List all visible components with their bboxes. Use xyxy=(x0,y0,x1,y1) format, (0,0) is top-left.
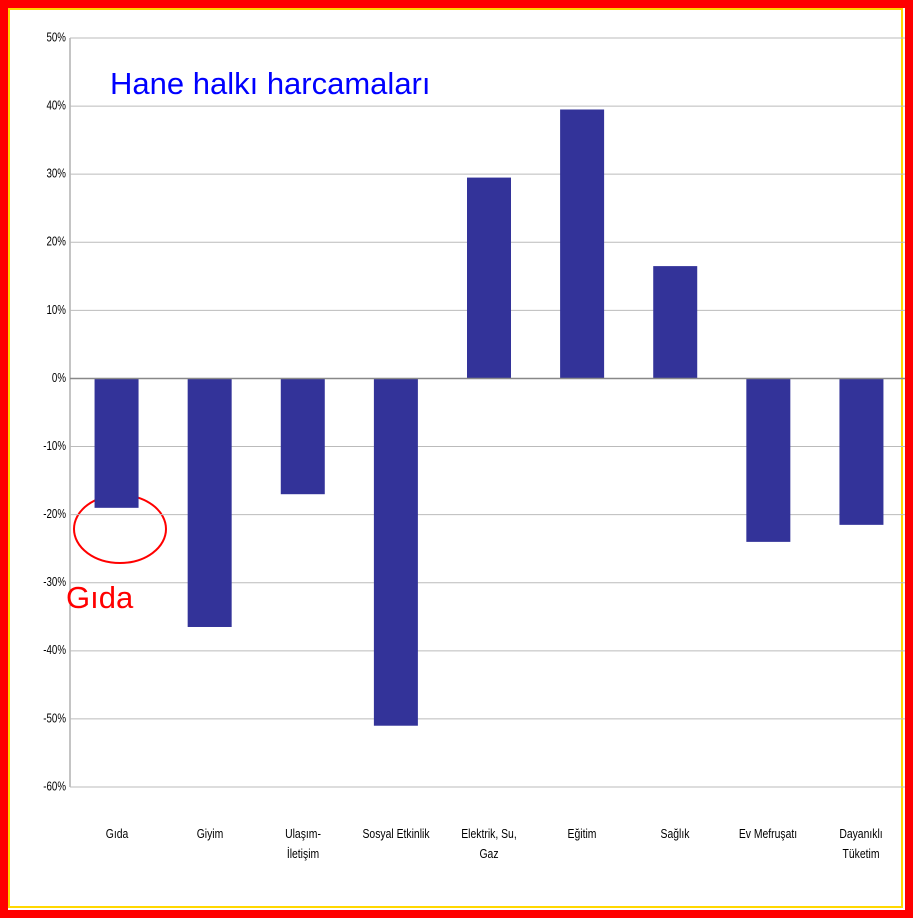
x-tick-label: Sosyal Etkinlik xyxy=(362,826,430,841)
x-tick-label: Elektrik, Su, Gaz xyxy=(461,826,517,861)
bar xyxy=(373,378,418,726)
bar xyxy=(746,378,791,542)
y-tick-label: -40% xyxy=(43,644,66,658)
chart-title: Hane halkı harcamaları xyxy=(110,66,431,101)
x-tick-label: Eğitim xyxy=(567,826,597,841)
y-tick-label: 20% xyxy=(46,236,66,250)
x-tick-label: Gıda xyxy=(105,826,128,841)
x-tick-label: Ev Mefruşatı xyxy=(739,826,798,841)
y-tick-label: -10% xyxy=(43,440,66,454)
bar xyxy=(187,378,232,627)
bar xyxy=(467,177,511,379)
bar xyxy=(280,378,325,495)
y-tick-label: -20% xyxy=(43,508,66,522)
bar xyxy=(839,378,884,525)
y-tick-label: 40% xyxy=(46,99,66,113)
y-tick-label: -30% xyxy=(43,576,66,590)
annotation: Gıda xyxy=(66,580,134,615)
bar xyxy=(560,109,605,379)
x-tick-label: Sağlık xyxy=(660,826,690,841)
chart: -60% -50% -40% -30% -20% -10% 0% 10% 20% 30% 40% 50… xyxy=(43,31,905,794)
x-tick-label: Dayanıklı Tüketim xyxy=(839,826,884,861)
y-tick-label: 30% xyxy=(46,167,66,181)
x-tick-label: Giyim xyxy=(196,826,223,841)
y-tick-label: 0% xyxy=(52,372,66,386)
x-tick-label: Ulaşım- İletişim xyxy=(284,826,321,861)
bar xyxy=(94,378,139,508)
y-tick-label: 10% xyxy=(46,304,66,318)
inner-border xyxy=(8,8,903,908)
bar xyxy=(653,266,698,379)
y-tick-label: 50% xyxy=(46,31,66,45)
y-tick-label: -60% xyxy=(43,780,66,794)
y-tick-label: -50% xyxy=(43,712,66,726)
